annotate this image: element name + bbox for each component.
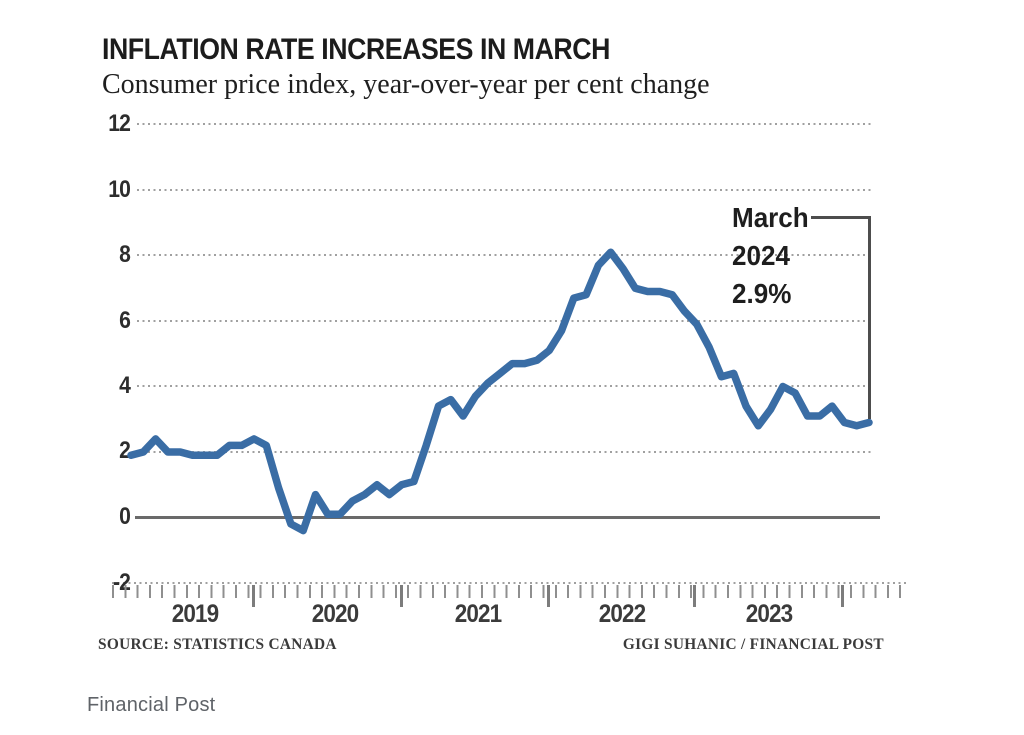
annotation-month: March xyxy=(732,202,809,233)
y-tick-label: 12 xyxy=(108,110,131,137)
gridline-10 xyxy=(137,189,874,191)
gridline-6 xyxy=(137,320,874,322)
x-tick-label: 2021 xyxy=(454,600,502,628)
annotation-year: 2024 xyxy=(732,240,790,271)
y-tick-label: 10 xyxy=(108,176,131,203)
y-tick-label: 2 xyxy=(119,437,131,464)
month-tick-ruler xyxy=(112,585,909,598)
latest-value-annotation: March 2024 2.9% xyxy=(732,199,809,313)
gridline-2 xyxy=(137,451,874,453)
year-tick xyxy=(547,585,550,607)
y-tick-label: 8 xyxy=(119,241,131,268)
credit-label: GIGI SUHANIC / FINANCIAL POST xyxy=(623,636,884,653)
gridline-neg2 xyxy=(112,582,909,584)
callout-line-horizontal xyxy=(811,216,871,219)
annotation-value: 2.9% xyxy=(732,278,792,309)
year-tick xyxy=(841,585,844,607)
y-tick-label: 6 xyxy=(119,307,131,334)
x-tick-label: 2020 xyxy=(311,600,359,628)
source-label: SOURCE: STATISTICS CANADA xyxy=(98,636,337,653)
callout-line-vertical xyxy=(868,216,871,419)
year-tick xyxy=(693,585,696,607)
figure-caption: Financial Post xyxy=(87,694,216,716)
cpi-polyline xyxy=(127,248,873,535)
year-tick xyxy=(400,585,403,607)
y-tick-label: 4 xyxy=(119,372,131,399)
y-tick-label: 0 xyxy=(119,503,131,530)
gridline-4 xyxy=(137,385,874,387)
x-tick-label: 2019 xyxy=(171,600,219,628)
chart-title: INFLATION RATE INCREASES IN MARCH xyxy=(102,33,610,66)
zero-axis-line xyxy=(135,516,880,519)
gridline-8 xyxy=(137,254,874,256)
year-tick xyxy=(252,585,255,607)
chart-subtitle: Consumer price index, year-over-year per… xyxy=(102,69,710,100)
gridline-12 xyxy=(137,123,874,125)
x-tick-label: 2023 xyxy=(745,600,793,628)
x-tick-label: 2022 xyxy=(598,600,646,628)
